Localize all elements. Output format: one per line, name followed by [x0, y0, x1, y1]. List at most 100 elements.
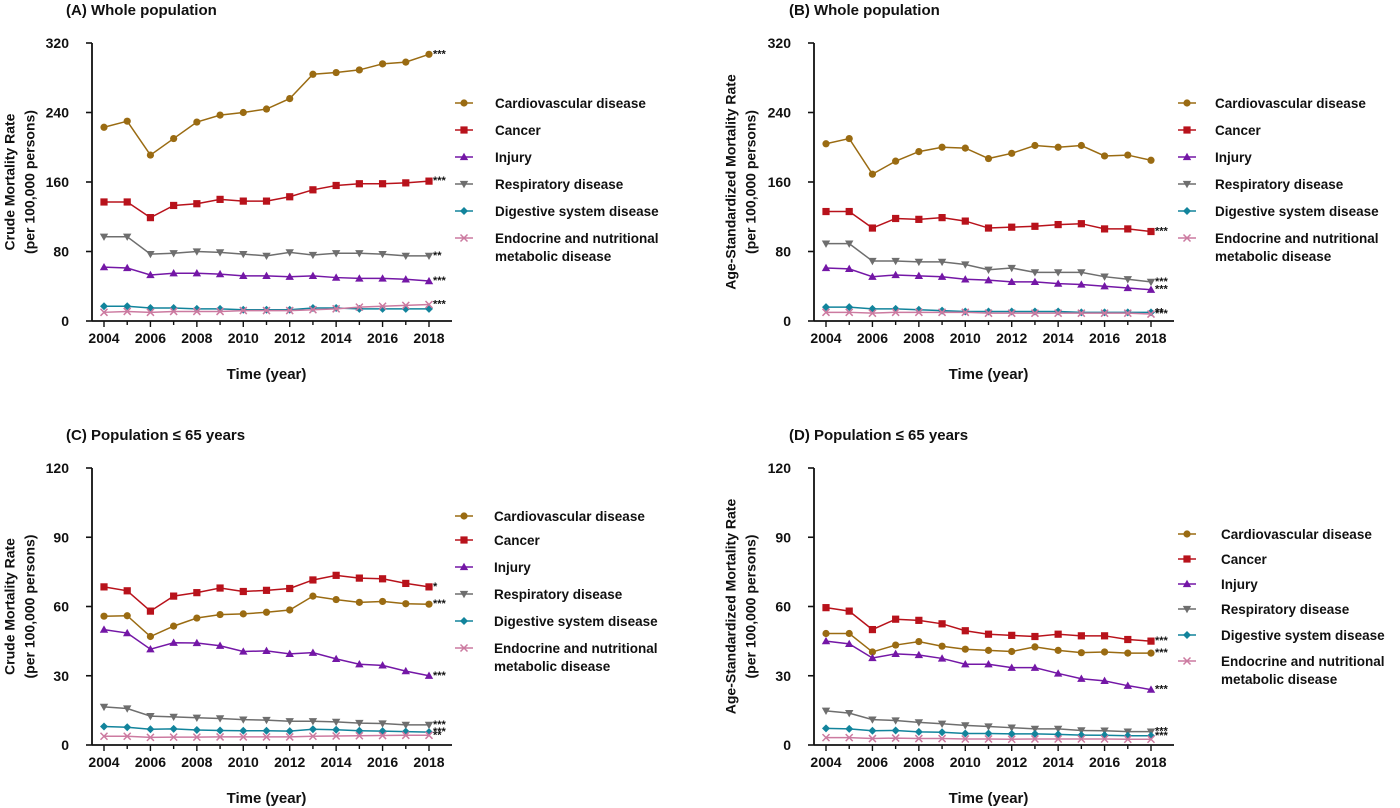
y-tick-label: 120 — [46, 460, 70, 476]
data-point — [891, 726, 900, 735]
data-point — [215, 269, 225, 278]
legend-label: Cardiovascular disease — [1215, 96, 1366, 111]
data-point — [914, 258, 924, 267]
data-point — [262, 716, 271, 725]
data-point — [1146, 285, 1156, 293]
data-point — [892, 157, 900, 165]
data-point — [892, 214, 900, 223]
data-point — [1100, 152, 1109, 160]
data-point — [1054, 309, 1063, 318]
data-point — [424, 300, 434, 309]
data-point — [309, 592, 317, 600]
y-tick-label: 30 — [775, 668, 791, 684]
data-point — [984, 723, 993, 731]
legend-swatch-marker — [1182, 233, 1192, 243]
data-point — [1077, 141, 1085, 150]
x-tick-label: 2012 — [996, 754, 1027, 770]
data-point — [821, 240, 831, 248]
legend-swatch-marker — [1182, 180, 1192, 189]
data-point — [123, 302, 132, 311]
data-point — [355, 250, 364, 258]
legend-item-injury: Injury — [1178, 577, 1258, 592]
data-point — [308, 271, 318, 279]
data-point — [984, 660, 993, 668]
data-point — [216, 307, 225, 316]
data-point — [822, 303, 830, 312]
data-point — [1146, 310, 1156, 319]
legend-swatch-marker — [1183, 530, 1191, 538]
data-point — [961, 645, 969, 653]
legend-swatch-marker — [1183, 631, 1191, 639]
data-point — [1030, 269, 1040, 277]
data-point — [401, 666, 410, 675]
legend-swatch-marker — [1182, 656, 1192, 666]
data-point — [1031, 643, 1039, 651]
data-point — [123, 628, 132, 637]
data-point — [146, 308, 155, 317]
data-point — [868, 734, 877, 743]
x-tick-label: 2008 — [903, 754, 934, 770]
data-point — [239, 610, 247, 618]
data-point — [378, 661, 387, 669]
legend-label: Cardiovascular disease — [494, 509, 645, 524]
data-point — [1123, 276, 1132, 284]
series-injury: *** — [821, 636, 1169, 696]
legend-label: Injury — [495, 150, 532, 165]
data-point — [845, 264, 854, 273]
data-point — [215, 249, 225, 257]
data-point — [891, 270, 900, 279]
data-point — [123, 705, 132, 713]
data-point — [170, 622, 178, 630]
x-tick-label: 2006 — [135, 754, 166, 770]
data-point — [868, 304, 877, 313]
series-endocrine — [821, 733, 1156, 744]
data-point — [1054, 630, 1062, 638]
legend-swatch-marker — [459, 152, 469, 161]
data-point — [1053, 669, 1063, 677]
data-point — [845, 207, 853, 216]
data-point — [1100, 309, 1109, 318]
data-point — [1030, 725, 1040, 734]
data-point — [1077, 309, 1086, 318]
data-point — [1147, 227, 1155, 236]
y-axis-label: (per 100,000 persons) — [22, 535, 38, 679]
chart-title: (C) Population ≤ 65 years — [66, 427, 245, 444]
significance-label: * — [433, 581, 438, 593]
data-point — [984, 646, 993, 654]
data-point — [1007, 277, 1016, 286]
x-axis-label: Time (year) — [227, 790, 307, 807]
data-point — [100, 612, 108, 620]
data-point — [1146, 685, 1156, 693]
data-point — [1007, 307, 1016, 316]
data-point — [1007, 735, 1016, 744]
x-tick-label: 2018 — [413, 754, 444, 770]
data-point — [915, 147, 923, 156]
data-point — [193, 589, 201, 597]
significance-label: *** — [433, 48, 447, 60]
data-point — [239, 647, 248, 655]
legend-item-injury: Injury — [1178, 150, 1252, 165]
series-endocrine: *** — [821, 308, 1169, 320]
series-cardiovascular: *** — [822, 629, 1169, 659]
legend-swatch-marker — [1182, 579, 1192, 588]
data-point — [309, 186, 317, 194]
legend-item-digestive: Digestive system disease — [455, 204, 659, 219]
significance-label: *** — [433, 598, 447, 610]
data-point — [845, 240, 854, 248]
legend-label: Cancer — [494, 533, 541, 548]
legend-label: Endocrine and nutritional — [1221, 654, 1385, 669]
data-point — [961, 660, 970, 668]
data-point — [938, 734, 947, 743]
data-point — [378, 60, 387, 68]
data-point — [146, 270, 155, 279]
legend-swatch-marker — [1183, 207, 1191, 215]
data-point — [123, 732, 132, 741]
x-tick-label: 2010 — [228, 330, 259, 346]
data-point — [355, 66, 363, 74]
data-point — [845, 607, 853, 615]
data-point — [938, 308, 947, 317]
y-tick-label: 60 — [775, 599, 791, 615]
data-point — [99, 703, 109, 712]
data-point — [308, 725, 317, 734]
data-point — [1124, 225, 1132, 233]
